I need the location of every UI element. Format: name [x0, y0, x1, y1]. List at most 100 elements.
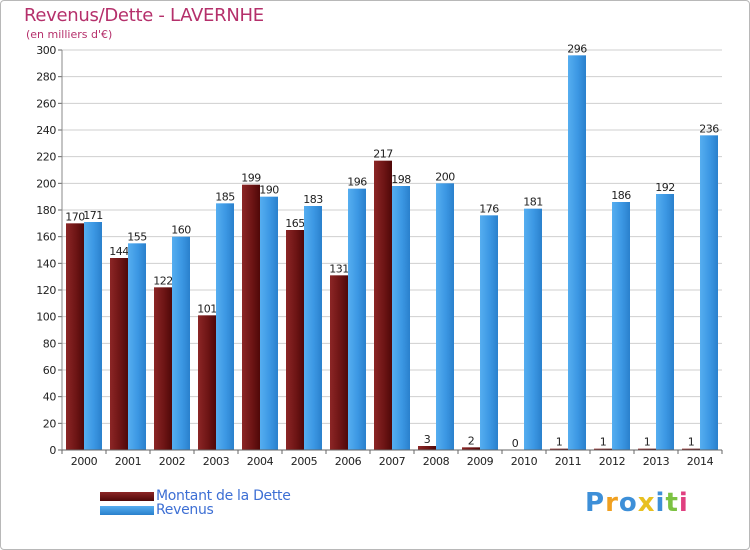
proxiti-logo: Proxiti [585, 488, 689, 518]
value-label-revenus: 155 [127, 230, 147, 243]
x-tick-label: 2007 [379, 455, 406, 468]
value-label-revenus: 236 [699, 122, 719, 135]
value-label-dette: 165 [285, 217, 305, 230]
x-tick-label: 2012 [599, 455, 625, 468]
bar-dette [198, 315, 216, 450]
y-tick-label: 200 [36, 177, 56, 190]
x-tick-label: 2011 [555, 455, 581, 468]
value-label-revenus: 296 [567, 42, 587, 55]
bars: 1701711441551221601011851991901651831311… [65, 42, 720, 451]
bar-dette [638, 448, 656, 450]
legend-swatch-dette [100, 491, 154, 501]
bar-dette [462, 447, 480, 450]
bar-dette [682, 448, 700, 450]
value-label-dette: 2 [468, 434, 475, 447]
value-label-revenus: 196 [347, 176, 367, 189]
legend-swatch-revenus [100, 505, 154, 515]
value-label-dette: 1 [556, 436, 563, 449]
value-label-dette: 3 [424, 433, 431, 446]
legend-item-dette: Montant de la Dette [100, 488, 291, 504]
bar-dette [418, 446, 436, 450]
y-tick-label: 280 [36, 71, 56, 84]
x-tick-label: 2000 [71, 455, 98, 468]
y-tick-label: 160 [36, 231, 56, 244]
bar-revenus [568, 55, 586, 450]
y-tick-label: 140 [36, 257, 56, 270]
value-label-revenus: 176 [479, 202, 499, 215]
bar-revenus [172, 236, 190, 450]
value-label-dette: 122 [153, 274, 173, 287]
y-tick-label: 120 [36, 284, 56, 297]
legend-item-revenus: Revenus [100, 502, 214, 518]
value-label-dette: 1 [688, 436, 695, 449]
x-tick-label: 2005 [291, 455, 318, 468]
bar-revenus [612, 202, 630, 450]
bar-revenus [348, 188, 366, 450]
y-tick-label: 240 [36, 124, 56, 137]
value-label-revenus: 200 [435, 170, 455, 183]
value-label-dette: 1 [644, 436, 651, 449]
y-tick-label: 60 [43, 364, 57, 377]
value-label-dette: 144 [109, 245, 129, 258]
x-tick-label: 2006 [335, 455, 362, 468]
y-tick-label: 40 [43, 391, 57, 404]
y-tick-label: 260 [36, 97, 56, 110]
value-label-revenus: 192 [655, 181, 675, 194]
x-tick-label: 2002 [159, 455, 185, 468]
bar-revenus [656, 194, 674, 450]
x-axis: 2000 2001 2002 2003 2004 2005 2006 2007 2008 2009… [61, 449, 723, 468]
x-tick-label: 2009 [467, 455, 494, 468]
bar-revenus [260, 196, 278, 450]
x-tick-label: 2003 [203, 455, 230, 468]
value-label-dette: 0 [512, 437, 519, 450]
bar-dette [286, 230, 304, 450]
bar-revenus [700, 135, 718, 451]
bar-dette [550, 448, 568, 450]
value-label-dette: 170 [65, 210, 85, 223]
bar-revenus [216, 203, 234, 450]
chart-subtitle: (en milliers d'€) [26, 28, 113, 41]
bar-dette [242, 184, 260, 450]
y-tick-label: 100 [36, 311, 56, 324]
y-tick-label: 300 [36, 44, 56, 57]
legend-label-dette: Montant de la Dette [156, 488, 291, 504]
bar-revenus [304, 206, 322, 450]
value-label-dette: 199 [241, 172, 261, 185]
bar-dette [66, 223, 84, 450]
x-tick-label: 2008 [423, 455, 450, 468]
value-label-revenus: 160 [171, 224, 191, 237]
y-axis: 0 20 40 60 80 100 120 140 160 180 200 220 240 260 280 3… [36, 44, 63, 457]
bar-dette [374, 160, 392, 450]
x-tick-label: 2014 [687, 455, 714, 468]
bar-revenus [436, 183, 454, 451]
value-label-revenus: 198 [391, 173, 411, 186]
y-tick-label: 220 [36, 151, 56, 164]
bar-revenus [392, 186, 410, 450]
x-tick-label: 2001 [115, 455, 141, 468]
y-tick-label: 180 [36, 204, 56, 217]
value-label-dette: 217 [373, 148, 393, 161]
chart-title: Revenus/Dette - LAVERNHE [24, 5, 264, 26]
y-tick-label: 80 [43, 337, 57, 350]
value-label-dette: 101 [197, 302, 217, 315]
value-label-revenus: 190 [259, 184, 279, 197]
bar-revenus [524, 208, 542, 450]
x-tick-label: 2010 [511, 455, 538, 468]
value-label-revenus: 171 [83, 209, 103, 222]
value-label-revenus: 185 [215, 190, 235, 203]
bar-revenus [84, 222, 102, 450]
bar-dette [594, 448, 612, 450]
value-label-dette: 131 [329, 262, 349, 275]
value-label-revenus: 186 [611, 189, 631, 202]
y-tick-label: 0 [49, 444, 56, 457]
bar-revenus [128, 243, 146, 450]
bar-dette [330, 275, 348, 450]
bar-dette [154, 287, 172, 450]
y-tick-label: 20 [43, 417, 57, 430]
value-label-revenus: 181 [523, 196, 543, 209]
x-tick-label: 2013 [643, 455, 670, 468]
legend-label-revenus: Revenus [156, 502, 214, 518]
bar-revenus [480, 215, 498, 450]
x-tick-label: 2004 [247, 455, 274, 468]
